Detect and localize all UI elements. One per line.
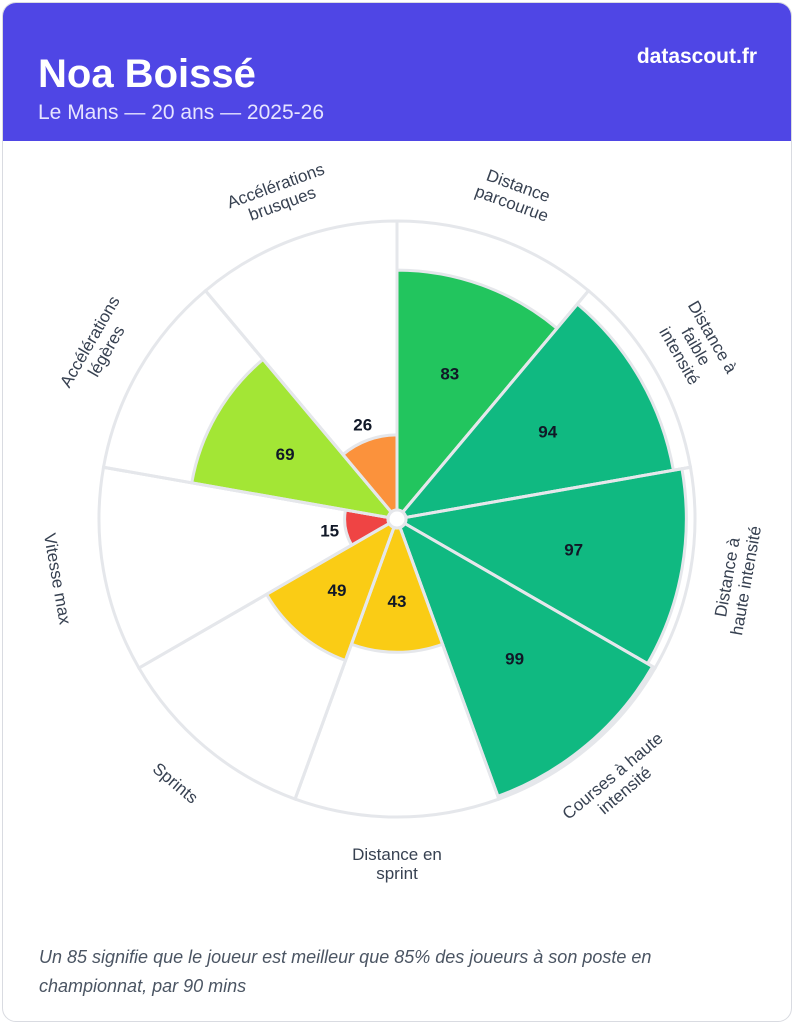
spoke [401, 289, 590, 514]
spoke [103, 465, 389, 519]
spoke [293, 526, 396, 800]
value-label-7: 15 [320, 521, 339, 540]
category-label-line: Vitesse max [40, 532, 75, 627]
spoke [398, 526, 501, 800]
spoke [138, 522, 390, 670]
brand-link[interactable]: datascout.fr [636, 45, 757, 68]
spoke [404, 522, 656, 670]
category-label-line: Sprints [149, 759, 202, 808]
value-label-4: 99 [505, 650, 524, 669]
radar-spokes [103, 221, 691, 800]
value-label-8: 69 [276, 445, 295, 464]
header-banner: Noa Boissé Le Mans — 20 ans — 2025-26 da… [3, 3, 791, 141]
player-subtitle: Le Mans — 20 ans — 2025-26 [38, 101, 325, 124]
spoke [405, 465, 691, 519]
player-name: Noa Boissé [38, 52, 256, 96]
value-label-5: 43 [388, 592, 407, 611]
value-label-6: 49 [328, 581, 347, 600]
category-label-7: Vitesse max [40, 532, 75, 627]
center-hole [386, 508, 408, 530]
footnote: Un 85 signifie que le joueur est meilleu… [39, 947, 652, 996]
category-label-6: Sprints [149, 759, 202, 808]
radar-bars [190, 268, 688, 799]
value-label-3: 97 [564, 541, 583, 560]
value-label-2: 94 [538, 422, 557, 441]
spoke [204, 289, 393, 514]
category-label-line: sprint [376, 864, 418, 883]
category-label-line: Distance en [352, 845, 442, 864]
value-label-9: 26 [353, 415, 372, 434]
value-labels: 83 94 97 99 43 49 15 69 26 [276, 365, 583, 669]
value-label-1: 83 [440, 365, 459, 384]
